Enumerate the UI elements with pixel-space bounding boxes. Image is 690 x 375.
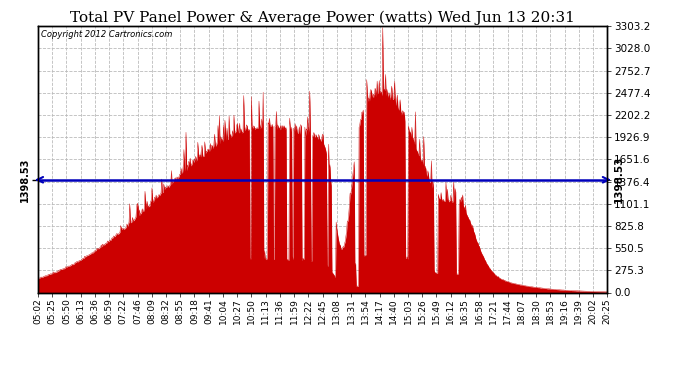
Text: Copyright 2012 Cartronics.com: Copyright 2012 Cartronics.com — [41, 30, 172, 39]
Title: Total PV Panel Power & Average Power (watts) Wed Jun 13 20:31: Total PV Panel Power & Average Power (wa… — [70, 11, 575, 25]
